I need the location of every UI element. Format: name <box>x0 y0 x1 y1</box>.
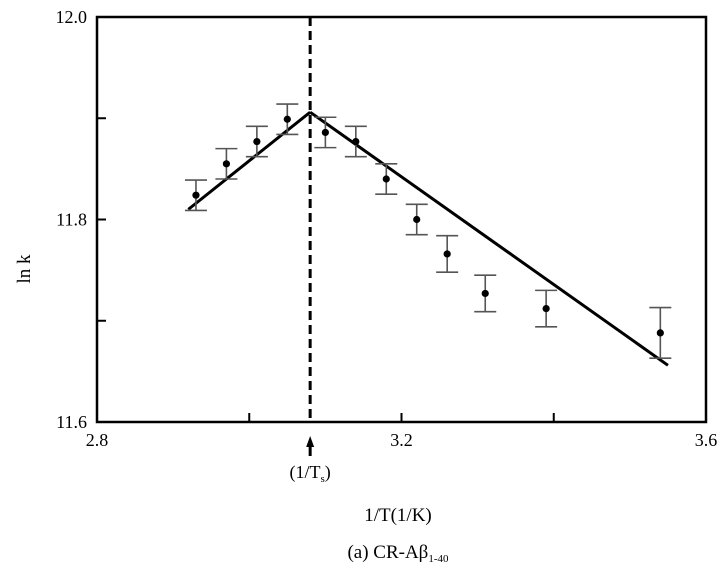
fit-line <box>187 111 312 211</box>
axes-frame <box>95 15 708 424</box>
transition-arrow-head <box>306 436 315 447</box>
data-point <box>222 160 231 168</box>
data-point <box>542 305 550 313</box>
transition-label-subscript: s <box>321 473 325 485</box>
figure-caption: (a) CR-Aβ1-40 <box>347 542 449 565</box>
caption-main: (a) CR-Aβ <box>347 542 428 563</box>
plot-area: 2.8 3.2 3.6 11.6 11.8 12.0 (1/Ts) <box>56 7 718 485</box>
y-axis-title: ln k <box>14 254 35 284</box>
x-tick-label: 2.8 <box>86 430 109 450</box>
y-tick-label: 12.0 <box>56 7 88 27</box>
data-point <box>283 115 291 123</box>
caption-subscript: 1-40 <box>428 553 449 565</box>
data-point <box>192 191 200 199</box>
x-tick-label: 3.2 <box>390 430 413 450</box>
y-tick-label: 11.8 <box>56 210 87 230</box>
transition-label: (1/Ts) <box>290 462 331 485</box>
x-tick-label: 3.6 <box>695 430 718 450</box>
data-point <box>481 289 489 298</box>
x-axis-title: 1/T(1/K) <box>364 505 432 526</box>
y-tick-label: 11.6 <box>56 412 87 432</box>
data-point <box>382 175 390 183</box>
transition-label-close: ) <box>325 462 331 483</box>
fit-line <box>309 110 669 367</box>
data-point <box>253 137 261 146</box>
data-point <box>656 329 664 337</box>
data-point <box>352 137 360 146</box>
transition-label-main: (1/T <box>290 462 321 483</box>
data-point <box>413 215 421 224</box>
data-point <box>321 128 329 137</box>
data-point <box>443 250 451 258</box>
